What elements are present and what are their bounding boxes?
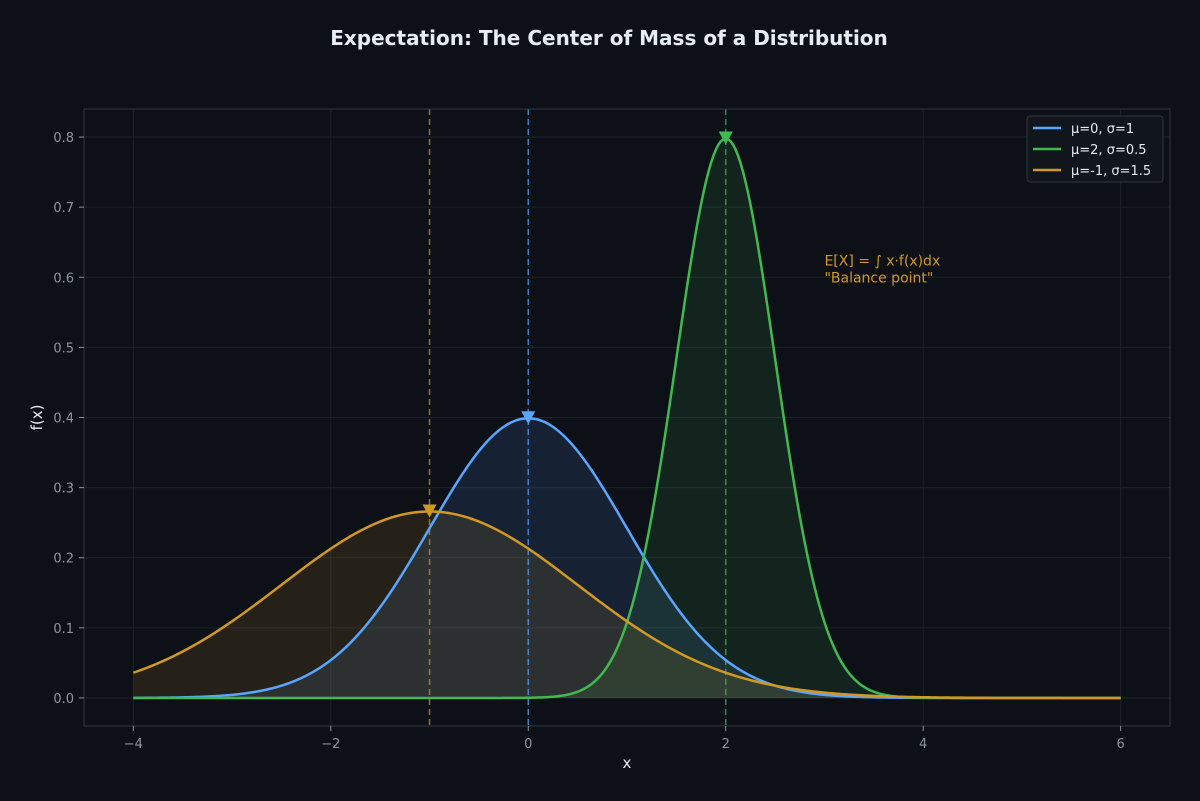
series-line — [132, 510, 1121, 700]
series-area-fill — [133, 511, 1121, 698]
y-tick-label: 0.8 — [53, 131, 74, 146]
y-tick-label: 0.4 — [53, 412, 74, 427]
y-axis-label: f(x) — [28, 405, 46, 431]
x-tick-label: 6 — [1116, 737, 1124, 752]
y-tick-label: 0.1 — [53, 622, 74, 637]
legend-label: μ=-1, σ=1.5 — [1071, 164, 1151, 179]
area-fills — [133, 138, 1121, 698]
x-tick-label: 4 — [919, 737, 927, 752]
y-ticks: 0.0 0.1 0.2 0.3 0.4 0.5 0.6 0.7 0.8 — [53, 131, 84, 707]
y-tick-label: 0.0 — [53, 692, 74, 707]
mean-lines — [428, 109, 727, 726]
series-area-fill — [133, 418, 1121, 698]
legend-label: μ=2, σ=0.5 — [1071, 143, 1147, 158]
peak-markers — [422, 131, 733, 518]
peak-marker — [422, 504, 437, 518]
peak-marker — [718, 131, 733, 145]
y-tick-label: 0.6 — [53, 271, 74, 286]
y-tick-label: 0.3 — [53, 482, 74, 497]
series-lines — [132, 137, 1121, 700]
annotation-text: E[X] = ∫ x·f(x)dx — [824, 254, 940, 270]
y-tick-label: 0.2 — [53, 552, 74, 567]
legend-label: μ=0, σ=1 — [1071, 122, 1134, 137]
legend: μ=0, σ=1 μ=2, σ=0.5 μ=-1, σ=1.5 — [1026, 115, 1164, 183]
x-tick-label: −4 — [124, 737, 143, 752]
peak-marker — [521, 411, 536, 425]
x-tick-label: 0 — [524, 737, 532, 752]
x-tick-label: −2 — [321, 737, 340, 752]
x-tick-label: 2 — [722, 737, 730, 752]
y-tick-label: 0.5 — [53, 341, 74, 356]
legend-box — [1026, 115, 1164, 183]
chart-title: Expectation: The Center of Mass of a Dis… — [330, 26, 888, 50]
annotation-text: "Balance point" — [824, 271, 933, 287]
y-tick-label: 0.7 — [53, 201, 74, 216]
annotation: E[X] = ∫ x·f(x)dx"Balance point" — [824, 254, 940, 287]
x-ticks: −4 −2 0 2 4 6 — [124, 726, 1125, 752]
x-axis-label: x — [623, 754, 632, 772]
